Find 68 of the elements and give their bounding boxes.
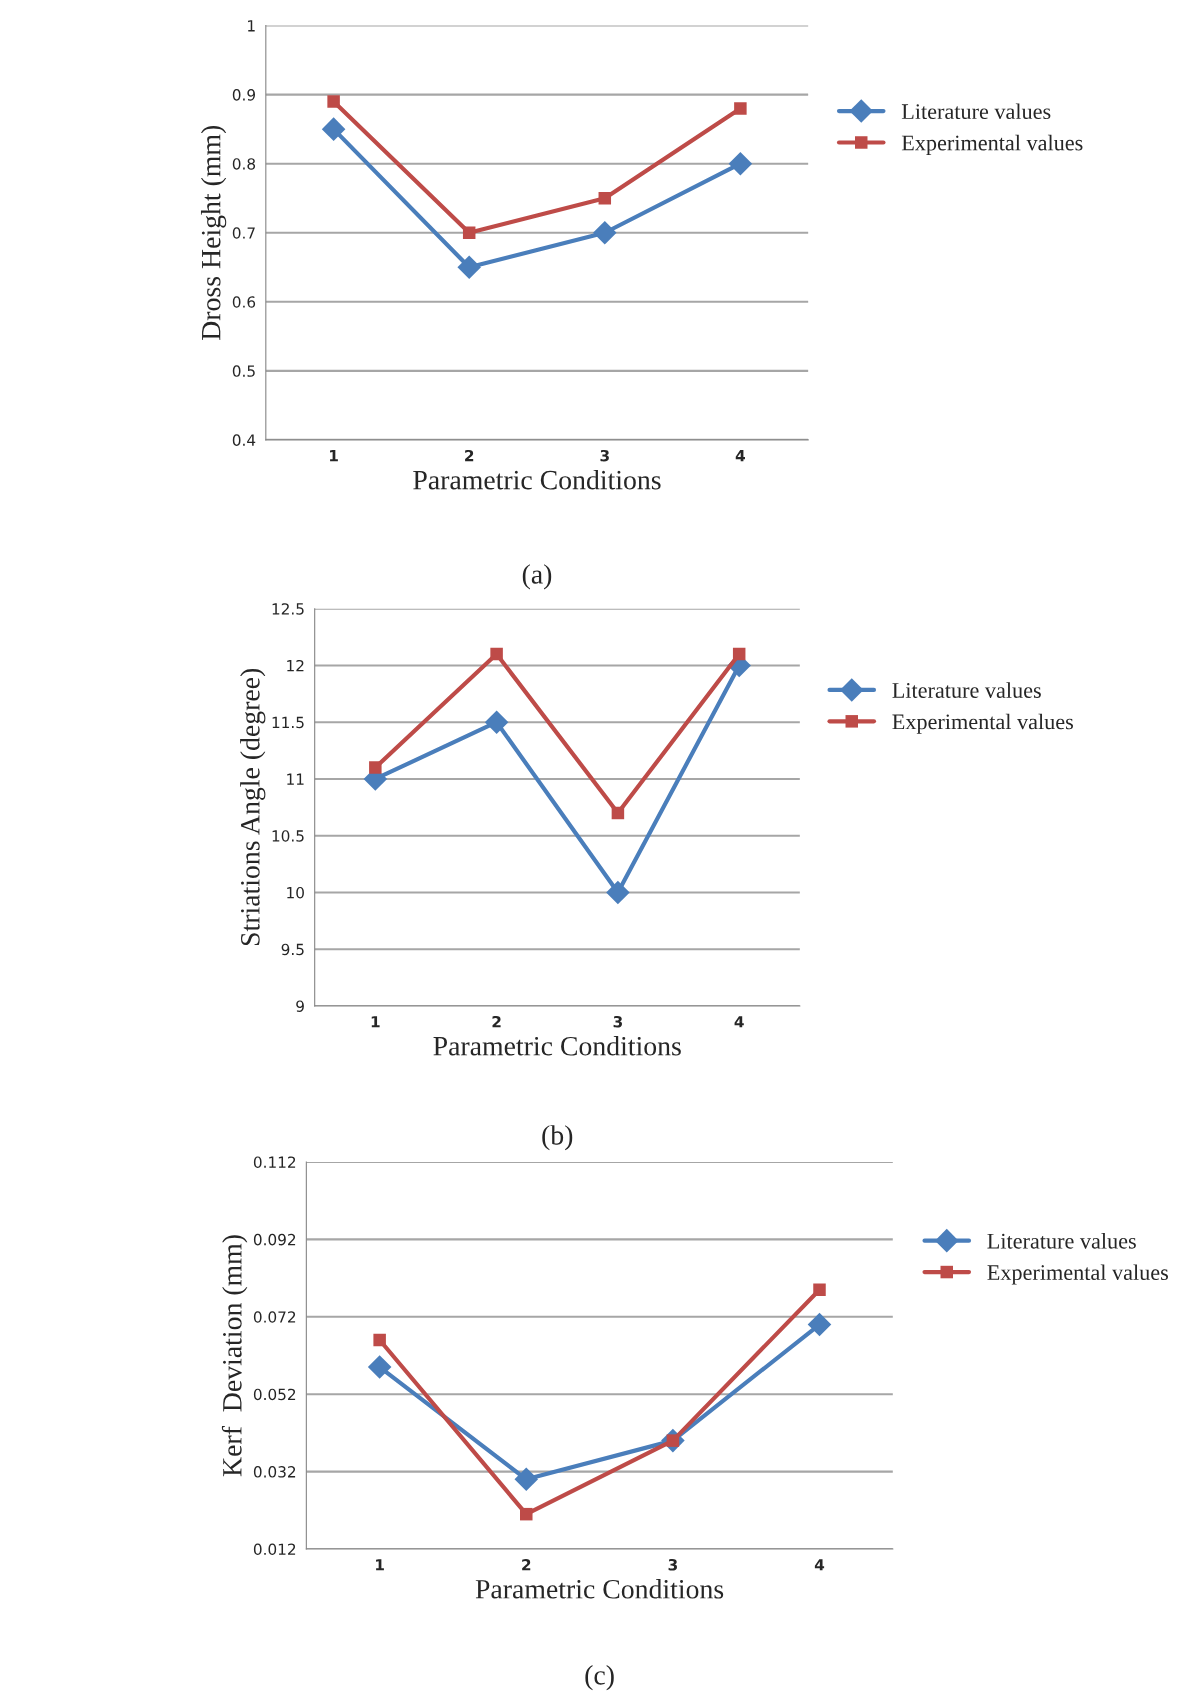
x-tick-label: 3 <box>668 1558 677 1571</box>
y-tick-label: 0.5 <box>232 365 255 377</box>
point <box>520 1507 533 1521</box>
point <box>807 1312 832 1337</box>
y-tick-label: 0.6 <box>232 296 256 308</box>
legend-label: Literature values <box>987 1233 1136 1249</box>
point <box>606 880 630 905</box>
legend-label: Experimental values <box>892 713 1073 734</box>
point <box>728 151 753 176</box>
y-axis-title: Dross Height (mm) <box>200 125 227 340</box>
x-tick-label: 1 <box>376 1559 384 1571</box>
point <box>514 1467 539 1492</box>
y-tick-label: 1 <box>248 20 255 32</box>
x-tick-label: 3 <box>613 1015 622 1028</box>
point <box>490 647 503 661</box>
point <box>373 1333 386 1347</box>
x-tick-label: 1 <box>330 450 338 462</box>
y-tick-label: 12.5 <box>272 603 304 615</box>
x-tick-label: 2 <box>492 1015 501 1028</box>
y-axis-title: Striations Angle (degree) <box>240 668 266 946</box>
y-tick-label: 0.092 <box>253 1233 296 1246</box>
x-tick-label: 4 <box>814 1559 825 1571</box>
y-tick-label: 10 <box>287 886 304 899</box>
x-tick-label: 1 <box>371 1016 380 1028</box>
y-tick-label: 0.7 <box>232 227 255 239</box>
point <box>369 761 382 774</box>
x-tick-label: 4 <box>735 450 745 462</box>
point <box>367 1355 392 1379</box>
point <box>813 1283 826 1296</box>
y-tick-label: 0.052 <box>253 1388 296 1401</box>
point <box>321 117 346 141</box>
text: (b) <box>542 1125 573 1151</box>
y-tick-label: 9.5 <box>281 943 304 956</box>
y-tick-label: 9 <box>296 1000 304 1012</box>
legend-label: Experimental values <box>901 134 1083 155</box>
y-tick-label: 0.4 <box>232 434 256 446</box>
y-axis-title: Kerf Deviation (mm) <box>221 1235 248 1477</box>
y-tick-label: 0.8 <box>232 158 256 170</box>
point <box>327 95 340 108</box>
text: (a) <box>522 564 552 590</box>
point <box>457 255 481 280</box>
y-tick-label: 11 <box>287 773 304 785</box>
x-axis-title: Parametric Conditions <box>475 1579 724 1599</box>
point <box>484 710 509 734</box>
point <box>734 102 747 115</box>
point <box>462 226 476 239</box>
text: (c) <box>585 1665 614 1691</box>
y-tick-label: 10.5 <box>272 830 304 842</box>
point <box>732 647 746 661</box>
legend-label: Experimental values <box>987 1264 1168 1285</box>
y-tick-label: 12 <box>287 659 304 672</box>
legend-label: Literature values <box>901 103 1051 120</box>
point <box>593 220 617 245</box>
x-tick-label: 2 <box>522 1558 531 1571</box>
point <box>598 191 612 205</box>
x-axis-title: Parametric Conditions <box>433 1036 681 1056</box>
x-tick-label: 2 <box>465 449 474 462</box>
y-tick-label: 11.5 <box>272 716 304 729</box>
point <box>611 806 625 820</box>
y-tick-label: 0.012 <box>253 1543 296 1556</box>
y-tick-label: 0.072 <box>253 1311 296 1323</box>
legend-label: Literature values <box>892 682 1041 698</box>
y-tick-label: 0.112 <box>253 1156 296 1168</box>
x-tick-label: 4 <box>734 1016 744 1028</box>
x-tick-label: 3 <box>600 449 609 462</box>
y-tick-label: 0.9 <box>232 89 256 101</box>
x-axis-title: Parametric Conditions <box>413 469 661 490</box>
y-tick-label: 0.032 <box>253 1466 296 1478</box>
